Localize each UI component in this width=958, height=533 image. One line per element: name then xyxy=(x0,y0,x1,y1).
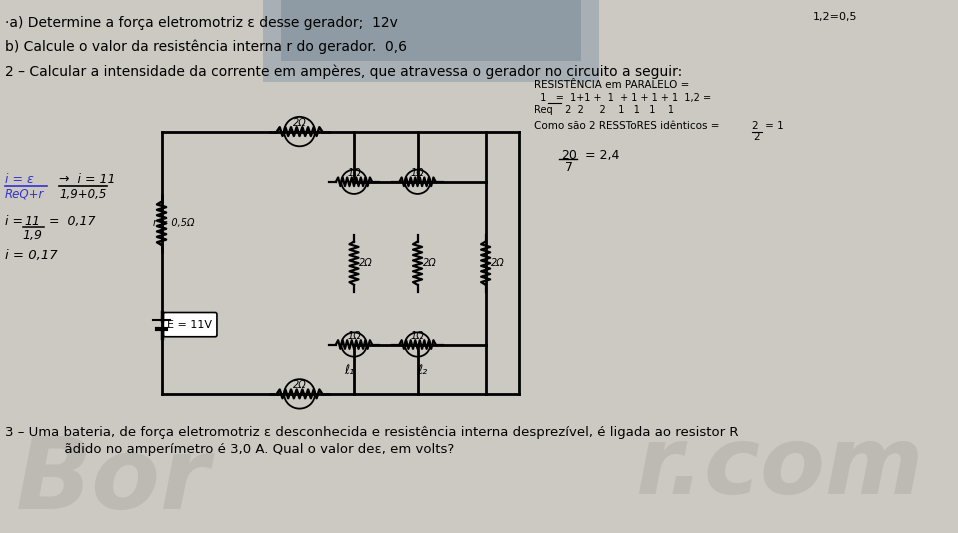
FancyBboxPatch shape xyxy=(164,312,217,337)
Text: 2 – Calcular a intensidade da corrente em ampères, que atravessa o gerador no ci: 2 – Calcular a intensidade da corrente e… xyxy=(6,64,683,78)
Polygon shape xyxy=(282,0,581,61)
Text: 2Ω: 2Ω xyxy=(490,258,504,268)
Text: Bor: Bor xyxy=(16,433,211,530)
Text: 1Ω: 1Ω xyxy=(411,168,424,178)
Text: 1   =  1+1 +  1  + 1 + 1 + 1  1,2 =: 1 = 1+1 + 1 + 1 + 1 + 1 1,2 = xyxy=(534,93,711,103)
Text: 1,9: 1,9 xyxy=(23,229,43,241)
Text: 2Ω: 2Ω xyxy=(292,118,307,128)
Text: b) Calcule o valor da resistência interna r do gerador.  0,6: b) Calcule o valor da resistência intern… xyxy=(6,40,407,54)
Text: r = 0,5Ω: r = 0,5Ω xyxy=(152,219,194,228)
Text: ãdido no amperímetro é 3,0 A. Qual o valor deε, em volts?: ãdido no amperímetro é 3,0 A. Qual o val… xyxy=(6,443,455,456)
Text: 11: 11 xyxy=(25,215,40,228)
Text: E = 11V: E = 11V xyxy=(168,320,213,330)
Text: ReQ+r: ReQ+r xyxy=(5,188,44,201)
Text: ·a) Determine a força eletromotriz ε desse gerador;  12v: ·a) Determine a força eletromotriz ε des… xyxy=(6,15,399,30)
Text: = 2,4: = 2,4 xyxy=(584,149,619,162)
Text: i = ε: i = ε xyxy=(5,173,34,186)
Text: 2: 2 xyxy=(753,132,760,142)
Text: ℓ₁: ℓ₁ xyxy=(345,364,354,377)
Text: 2Ω: 2Ω xyxy=(422,258,436,268)
Text: ℓ₂: ℓ₂ xyxy=(417,364,427,377)
Text: 7: 7 xyxy=(561,161,573,174)
Text: i =: i = xyxy=(5,215,27,228)
Text: 1,9+0,5: 1,9+0,5 xyxy=(59,188,106,201)
Text: 2Ω: 2Ω xyxy=(359,258,373,268)
Text: RESISTÊNCIA em PARALELO =: RESISTÊNCIA em PARALELO = xyxy=(534,79,689,90)
Text: 2  = 1: 2 = 1 xyxy=(752,121,784,131)
Text: 20: 20 xyxy=(561,149,577,162)
Text: 1Ω: 1Ω xyxy=(411,331,424,341)
Text: r.com: r.com xyxy=(635,423,924,514)
Text: 2Ω: 2Ω xyxy=(292,380,307,390)
Text: =  0,17: = 0,17 xyxy=(49,215,96,228)
Text: 1Ω: 1Ω xyxy=(347,168,361,178)
Text: 1Ω: 1Ω xyxy=(347,331,361,341)
Text: i = 0,17: i = 0,17 xyxy=(5,249,57,262)
Polygon shape xyxy=(263,0,599,82)
Text: Req    2  2     2    1   1   1    1: Req 2 2 2 1 1 1 1 xyxy=(534,105,673,115)
Text: →  i = 11: → i = 11 xyxy=(59,173,116,186)
Text: 3 – Uma bateria, de força eletromotriz ε desconhecida e resistência interna desp: 3 – Uma bateria, de força eletromotriz ε… xyxy=(6,426,739,439)
Text: 1,2=0,5: 1,2=0,5 xyxy=(813,12,857,22)
Text: Como são 2 RESSToRES idênticos =: Como são 2 RESSToRES idênticos = xyxy=(534,121,719,131)
